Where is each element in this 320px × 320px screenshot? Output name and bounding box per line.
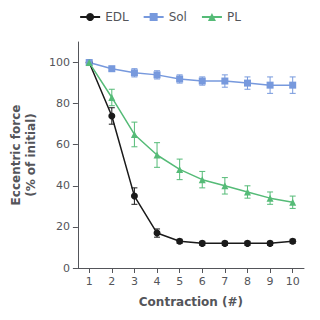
svg-text:Sol: Sol [169, 10, 187, 24]
svg-text:80: 80 [56, 97, 70, 110]
svg-text:6: 6 [199, 275, 206, 288]
svg-text:4: 4 [154, 275, 161, 288]
svg-text:(% of initial): (% of initial) [24, 113, 38, 197]
svg-text:100: 100 [49, 56, 70, 69]
svg-text:20: 20 [56, 220, 70, 233]
svg-text:PL: PL [227, 10, 241, 24]
svg-text:7: 7 [221, 275, 228, 288]
svg-text:10: 10 [286, 275, 300, 288]
svg-text:40: 40 [56, 179, 70, 192]
svg-text:Eccentric force: Eccentric force [9, 105, 23, 206]
svg-text:60: 60 [56, 138, 70, 151]
svg-text:2: 2 [108, 275, 115, 288]
svg-text:5: 5 [176, 275, 183, 288]
svg-text:EDL: EDL [105, 10, 129, 24]
svg-text:1: 1 [86, 275, 93, 288]
svg-text:8: 8 [244, 275, 251, 288]
svg-text:Contraction (#): Contraction (#) [139, 295, 243, 309]
svg-text:9: 9 [267, 275, 274, 288]
svg-text:0: 0 [63, 262, 70, 275]
svg-text:3: 3 [131, 275, 138, 288]
